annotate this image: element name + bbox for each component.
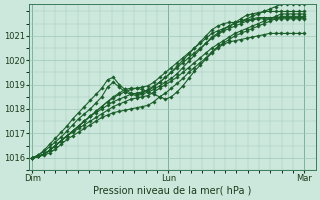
- X-axis label: Pression niveau de la mer( hPa ): Pression niveau de la mer( hPa ): [93, 186, 252, 196]
